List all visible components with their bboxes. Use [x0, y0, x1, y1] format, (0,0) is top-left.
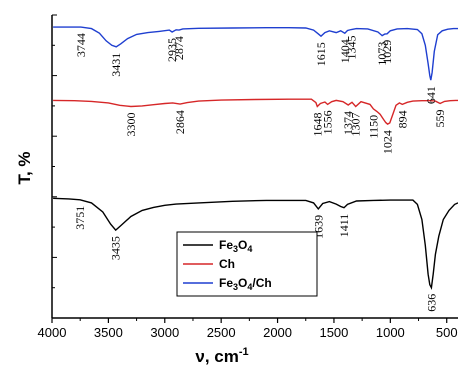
peak-label: 1073	[375, 42, 389, 66]
x-tick-label: 4000	[38, 325, 67, 340]
x-axis-label-text: ν, cm	[195, 347, 238, 366]
x-axis-label-exponent: -1	[239, 346, 249, 358]
peak-label: 1029	[380, 40, 394, 64]
series-line-1	[53, 98, 458, 125]
x-axis-label: ν, cm-1	[195, 346, 248, 366]
peak-label: 3744	[74, 33, 88, 57]
peak-label: 1024	[381, 130, 395, 154]
peak-label: 1615	[314, 42, 328, 66]
peak-label: 3300	[124, 113, 138, 137]
peak-label: 1648	[310, 113, 324, 137]
peak-label: 2935	[165, 38, 179, 62]
x-tick-label: 3000	[150, 325, 179, 340]
peak-label: 1150	[366, 115, 380, 139]
peak-label: 894	[395, 110, 409, 128]
x-tick-label: 2000	[263, 325, 292, 340]
plot-area	[53, 26, 458, 290]
series-line-2	[53, 26, 458, 81]
peak-label: 2864	[173, 110, 187, 134]
legend-entry-2: Fe3O4/Ch	[219, 276, 272, 292]
peak-label: 1411	[337, 214, 351, 238]
peak-label: 559	[433, 110, 447, 128]
peak-label: 1404	[338, 39, 352, 63]
peak-label: 641	[424, 86, 438, 104]
x-tick-label: 1000	[376, 325, 405, 340]
peak-label: 3751	[73, 206, 87, 230]
peak-label: 3435	[109, 236, 123, 260]
peak-label: 2874	[172, 36, 186, 60]
peak-label: 1374	[341, 111, 355, 135]
peak-label: 1307	[349, 113, 363, 137]
y-axis-label: T, %	[15, 151, 34, 184]
peak-label: 1345	[344, 36, 358, 60]
legend-entry-0: Fe3O4	[219, 238, 252, 254]
axes: 4000 3500 3000 2500 2000 1500 1000 500	[38, 14, 458, 340]
x-tick-label: 3500	[94, 325, 123, 340]
peak-label: 1556	[321, 110, 335, 134]
peak-label: 3431	[109, 53, 123, 77]
legend-entry-1: Ch	[219, 257, 235, 271]
x-tick-label: 500	[436, 325, 458, 340]
peak-label: 636	[424, 294, 438, 312]
x-tick-label: 1500	[319, 325, 348, 340]
x-tick-label: 2500	[207, 325, 236, 340]
series-line-0	[53, 197, 458, 290]
legend: Fe3O4 Ch Fe3O4/Ch	[176, 231, 318, 297]
